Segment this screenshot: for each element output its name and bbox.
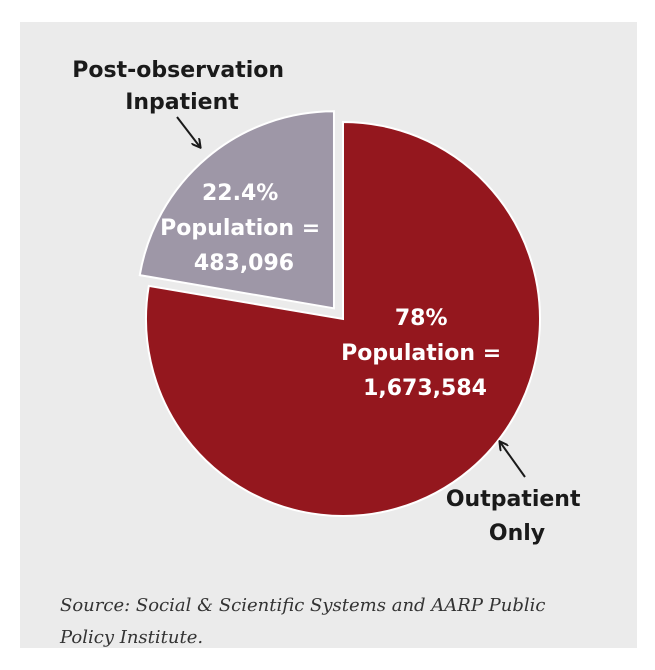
source-note: Source: Social & Scientific Systems and … [60,595,546,648]
inpatient-category-label: Post-observation Inpatient [72,58,291,115]
inpatient-leader-arrow [176,116,200,147]
pie-chart: 22.4% Population = 483,096 78% Populatio… [72,58,588,546]
outpatient-leader-arrow [500,442,526,478]
outpatient-value-label: 78% Population = 1,673,584 [341,306,509,401]
outpatient-category-label: Outpatient Only [446,487,588,546]
slice-inpatient [138,110,335,310]
slice-outpatient [145,120,541,517]
inpatient-value-label: 22.4% Population = 483,096 [160,181,328,276]
figure-panel: 22.4% Population = 483,096 78% Populatio… [20,22,637,648]
